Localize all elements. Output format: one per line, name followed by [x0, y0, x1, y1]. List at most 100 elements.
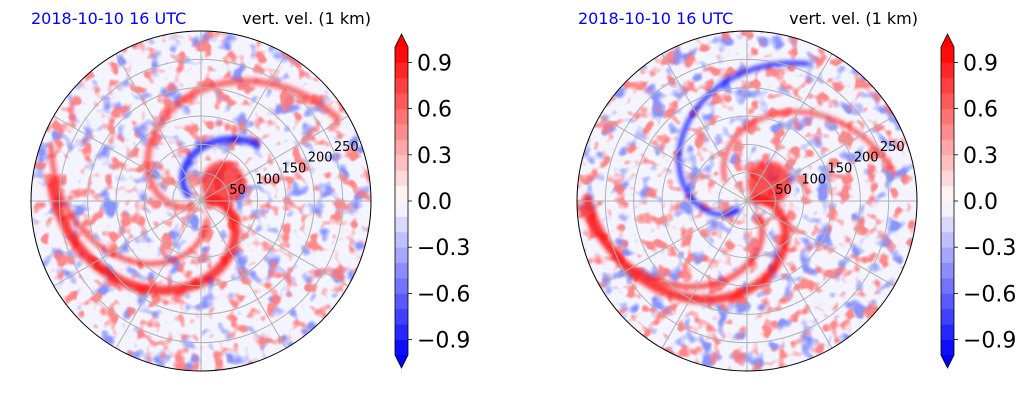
- colorbar-band: [941, 201, 954, 217]
- angular-grid-line: [200, 200, 349, 287]
- radial-tick-labels-left: 50 100 150 200 250: [229, 140, 359, 198]
- colorbar-band: [395, 139, 408, 156]
- colorbar-tick-label: 0.3: [417, 144, 452, 169]
- spiral-bands: [579, 60, 897, 305]
- colorbar-extend-min: [395, 355, 408, 368]
- radial-tick-label: 100: [255, 172, 280, 187]
- colorbar-band: [395, 262, 408, 279]
- angular-grid-line: [599, 200, 748, 287]
- colorbar-tick-label: 0.0: [417, 190, 452, 215]
- title-date-left: 2018-10-10 16 UTC: [31, 9, 186, 28]
- colorbar-band: [941, 231, 954, 248]
- title-variable-right: vert. vel. (1 km): [789, 9, 918, 28]
- angular-grid-line: [746, 53, 833, 202]
- colorbar-tick-label: 0.9: [417, 51, 452, 76]
- colorbar-band: [395, 247, 408, 263]
- radial-tick-label: 150: [828, 162, 853, 177]
- polar-panel-right: 50 100 150 200 250 2018-10-10 16 UTC ver…: [576, 9, 1016, 372]
- angular-grid-line: [200, 53, 287, 202]
- angular-grid-line: [661, 53, 748, 202]
- angular-grid-line: [599, 115, 748, 202]
- colorbar-tick-label: 0.0: [963, 190, 998, 215]
- spiral-band: [579, 205, 765, 290]
- spiral-band: [721, 109, 897, 183]
- colorbar-band: [941, 93, 954, 109]
- angular-grid-line: [746, 115, 895, 202]
- radial-tick-labels-right: 50 100 150 200 250: [775, 140, 905, 198]
- colorbar-band: [395, 77, 408, 94]
- spiral-band: [676, 60, 810, 218]
- angular-grid-line: [661, 200, 748, 349]
- colorbar-tick-label: 0.6: [963, 98, 998, 123]
- radial-tick-label: 50: [775, 183, 792, 198]
- spiral-bands: [47, 77, 342, 296]
- colorbar-band: [395, 278, 408, 294]
- spiral-band: [582, 194, 791, 305]
- radial-tick-label: 250: [334, 140, 359, 155]
- colorbar-outline: [940, 33, 955, 369]
- colorbar-band: [395, 231, 408, 248]
- colorbar-band: [941, 216, 954, 233]
- polar-boundary-left: [30, 30, 372, 372]
- colorbar-extend-max: [941, 34, 954, 47]
- colorbar-band: [941, 62, 954, 79]
- radial-tick-label: 100: [801, 172, 826, 187]
- colorbar-band: [395, 124, 408, 140]
- colorbar-band: [395, 293, 408, 310]
- spiral-band: [48, 142, 209, 267]
- angular-grid-line: [200, 115, 349, 202]
- colorbar-tick-label: −0.3: [963, 236, 1016, 261]
- colorbar-band: [941, 339, 954, 356]
- colorbar-tick-label: 0.6: [417, 98, 452, 123]
- colorbar-band: [395, 339, 408, 356]
- angular-grid-line: [115, 200, 202, 349]
- radial-tick-label: 200: [854, 151, 879, 166]
- title-variable-left: vert. vel. (1 km): [242, 9, 371, 28]
- spiral-band: [179, 135, 261, 199]
- colorbar-band: [395, 154, 408, 171]
- colorbar-band: [941, 170, 954, 186]
- colorbar-band: [395, 47, 408, 63]
- colorbar-extend-min: [941, 355, 954, 368]
- colorbar-left: −0.9 −0.6 −0.3 0.0 0.3 0.6 0.9: [394, 33, 470, 369]
- colorbar-band: [941, 293, 954, 310]
- colorbar-tick-label: −0.9: [417, 329, 470, 354]
- polar-panel-left: 50 100 150 200 250 2018-10-10 16 UTC ver…: [30, 9, 470, 372]
- colorbar-band: [395, 201, 408, 217]
- colorbar-band: [941, 185, 954, 202]
- colorbar-band: [941, 139, 954, 156]
- colorbar-band: [395, 324, 408, 340]
- colorbar-tick-label: 0.9: [963, 51, 998, 76]
- colorbar-band: [941, 247, 954, 263]
- radial-tick-label: 200: [308, 151, 333, 166]
- angular-grid-line: [200, 200, 287, 349]
- colorbar-extend-max: [395, 34, 408, 47]
- angular-grid-line: [53, 115, 202, 202]
- angular-grid-line: [746, 200, 895, 287]
- colorbar-band: [395, 216, 408, 233]
- colorbar-band: [941, 77, 954, 94]
- polar-boundary-right: [576, 30, 918, 372]
- colorbar-band: [941, 47, 954, 63]
- colorbar-band: [941, 124, 954, 140]
- colorbar-band: [395, 108, 408, 125]
- polar-grid-left: [31, 31, 371, 371]
- colorbar-band: [941, 154, 954, 171]
- radial-tick-label: 50: [229, 183, 246, 198]
- angular-grid-line: [115, 53, 202, 202]
- colorbar-tick-label: 0.3: [963, 144, 998, 169]
- colorbar-outline: [394, 33, 409, 369]
- polar-grid-right: [577, 31, 917, 371]
- colorbar-band: [941, 108, 954, 125]
- title-date-right: 2018-10-10 16 UTC: [578, 9, 733, 28]
- colorbar-tick-label: −0.9: [963, 329, 1016, 354]
- colorbar-band: [395, 185, 408, 202]
- angular-grid-line: [53, 200, 202, 287]
- colorbar-right: −0.9 −0.6 −0.3 0.0 0.3 0.6 0.9: [940, 33, 1016, 369]
- colorbar-band: [941, 324, 954, 340]
- colorbar-band: [941, 308, 954, 325]
- spiral-band: [47, 178, 241, 296]
- radial-tick-label: 150: [282, 162, 307, 177]
- colorbar-tick-label: −0.6: [963, 282, 1016, 307]
